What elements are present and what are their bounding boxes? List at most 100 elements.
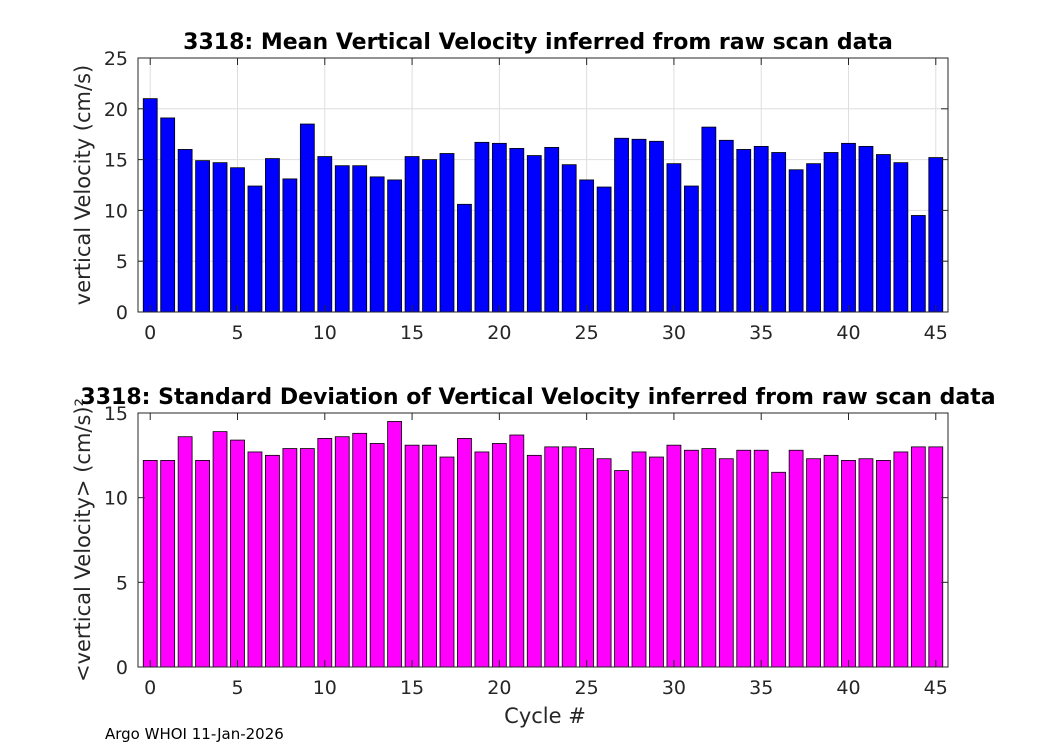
y-axis-label: vertical Velocity (cm/s): [71, 65, 95, 305]
bar: [404, 156, 420, 313]
bar: [212, 162, 228, 313]
bar: [893, 451, 909, 668]
bar: [387, 179, 403, 313]
bar: [509, 434, 525, 668]
bar: [195, 160, 210, 313]
bar: [579, 179, 595, 313]
footer-caption: Argo WHOI 11-Jan-2026: [105, 725, 284, 743]
x-tick-label: 10: [313, 322, 337, 344]
x-tick-label: 35: [749, 322, 773, 344]
bar: [928, 446, 944, 668]
bar: [334, 165, 350, 313]
bar: [753, 145, 769, 313]
x-tick-label: 25: [575, 322, 599, 344]
bar: [771, 471, 787, 668]
bar: [352, 165, 368, 313]
x-tick-label: 0: [144, 322, 156, 344]
axes-box: [137, 57, 949, 313]
bar: [282, 178, 298, 313]
x-tick-label: 15: [400, 322, 424, 344]
y-tick-label: 20: [104, 99, 128, 121]
y-tick-label: 25: [104, 48, 128, 70]
bar: [422, 159, 437, 313]
bar: [160, 117, 176, 313]
bar: [334, 436, 350, 668]
bar: [282, 448, 298, 668]
x-tick-label: 35: [749, 677, 773, 699]
bar: [491, 142, 507, 313]
bar: [474, 451, 490, 668]
bar: [247, 451, 263, 668]
bar: [596, 186, 612, 313]
bar: [858, 458, 874, 668]
bar: [526, 454, 542, 668]
bar: [544, 446, 560, 668]
bar: [491, 443, 507, 668]
bar: [457, 437, 472, 668]
bar: [841, 460, 856, 668]
bar: [404, 444, 420, 668]
bar: [526, 155, 542, 313]
bar: [666, 444, 682, 668]
bar: [876, 460, 891, 668]
x-tick-label: 45: [924, 677, 948, 699]
y-tick-label: 0: [116, 657, 128, 679]
bar: [928, 157, 944, 313]
bar: [910, 215, 926, 313]
bar: [422, 444, 437, 668]
bar: [195, 460, 210, 668]
bar: [666, 163, 682, 313]
bar: [893, 162, 909, 313]
x-tick-label: 40: [836, 677, 860, 699]
bar: [684, 185, 699, 313]
chart-title: 3318: Standard Deviation of Vertical Vel…: [80, 385, 995, 410]
bar: [614, 470, 629, 668]
bar: [614, 137, 629, 313]
bar: [718, 458, 734, 668]
bar: [806, 163, 821, 313]
x-tick-label: 0: [144, 677, 156, 699]
bar: [457, 203, 472, 313]
bar: [369, 176, 385, 313]
y-axis-label: <vertical Velocity> (cm/s)²: [71, 398, 95, 682]
bar: [212, 431, 228, 668]
bar: [317, 437, 333, 668]
bar: [579, 448, 595, 668]
bar: [736, 449, 752, 668]
x-axis-label: Cycle #: [504, 704, 586, 728]
x-tick-label: 20: [487, 322, 511, 344]
bar: [142, 460, 158, 668]
bar: [247, 185, 263, 313]
bar: [230, 167, 245, 313]
bar: [788, 449, 804, 668]
bar: [299, 123, 315, 313]
bar: [439, 153, 455, 313]
x-tick-label: 15: [400, 677, 424, 699]
bar: [631, 451, 647, 668]
bar: [352, 432, 368, 668]
bar: [561, 446, 577, 668]
x-tick-label: 25: [575, 677, 599, 699]
bar: [753, 449, 769, 668]
bar: [771, 152, 787, 313]
bar: [718, 139, 734, 313]
bar: [265, 454, 280, 668]
bar: [160, 460, 176, 668]
bar: [823, 454, 839, 668]
x-tick-label: 10: [313, 677, 337, 699]
bar: [317, 156, 333, 313]
bar: [841, 142, 856, 313]
y-tick-label: 10: [104, 200, 128, 222]
bar: [177, 436, 193, 668]
x-tick-label: 5: [231, 677, 243, 699]
bar: [631, 138, 647, 313]
bar: [684, 449, 699, 668]
y-tick-label: 10: [104, 488, 128, 510]
x-tick-label: 45: [924, 322, 948, 344]
chart-title: 3318: Mean Vertical Velocity inferred fr…: [183, 30, 893, 55]
bar: [544, 147, 560, 313]
bar: [788, 169, 804, 313]
bar: [387, 421, 403, 668]
bar: [142, 98, 158, 313]
